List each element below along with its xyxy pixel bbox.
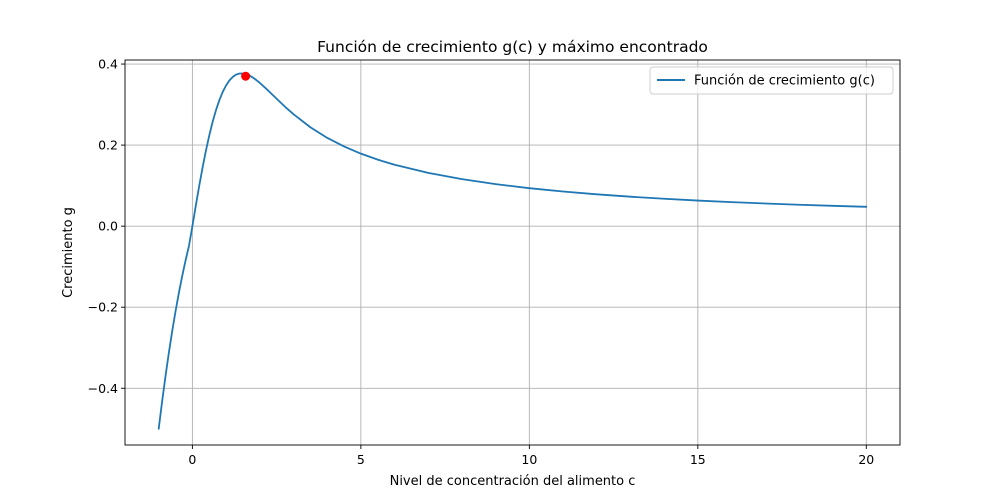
x-axis-ticks: 0 5 10 15 20 bbox=[188, 445, 874, 467]
legend-box bbox=[649, 66, 894, 95]
x-tick-label: 15 bbox=[690, 452, 706, 467]
x-tick-label: 0 bbox=[188, 452, 196, 467]
x-tick-label: 10 bbox=[521, 452, 537, 467]
maximum-point-marker bbox=[241, 71, 251, 81]
y-tick-label: 0.2 bbox=[98, 138, 118, 153]
y-tick-label: 0.0 bbox=[98, 219, 118, 234]
chart-title: Función de crecimiento g(c) y máximo enc… bbox=[317, 38, 708, 56]
axes-frame bbox=[124, 59, 901, 446]
y-tick-label: −0.4 bbox=[88, 381, 118, 396]
y-axis-ticks: −0.4 −0.2 0.0 0.2 0.4 bbox=[88, 57, 125, 396]
y-tick-label: −0.2 bbox=[88, 300, 118, 315]
x-tick-label: 20 bbox=[858, 452, 874, 467]
legend-entry-label: Función de crecimiento g(c) bbox=[694, 74, 875, 89]
x-tick-label: 5 bbox=[357, 452, 365, 467]
y-tick-label: 0.4 bbox=[98, 57, 118, 72]
x-axis-label: Nivel de concentración del alimento c bbox=[390, 474, 636, 489]
plot-series-layer bbox=[157, 71, 868, 430]
legend: Función de crecimiento g(c) bbox=[649, 66, 894, 95]
grid-lines bbox=[125, 60, 900, 445]
y-axis-label: Crecimiento g bbox=[61, 207, 76, 298]
